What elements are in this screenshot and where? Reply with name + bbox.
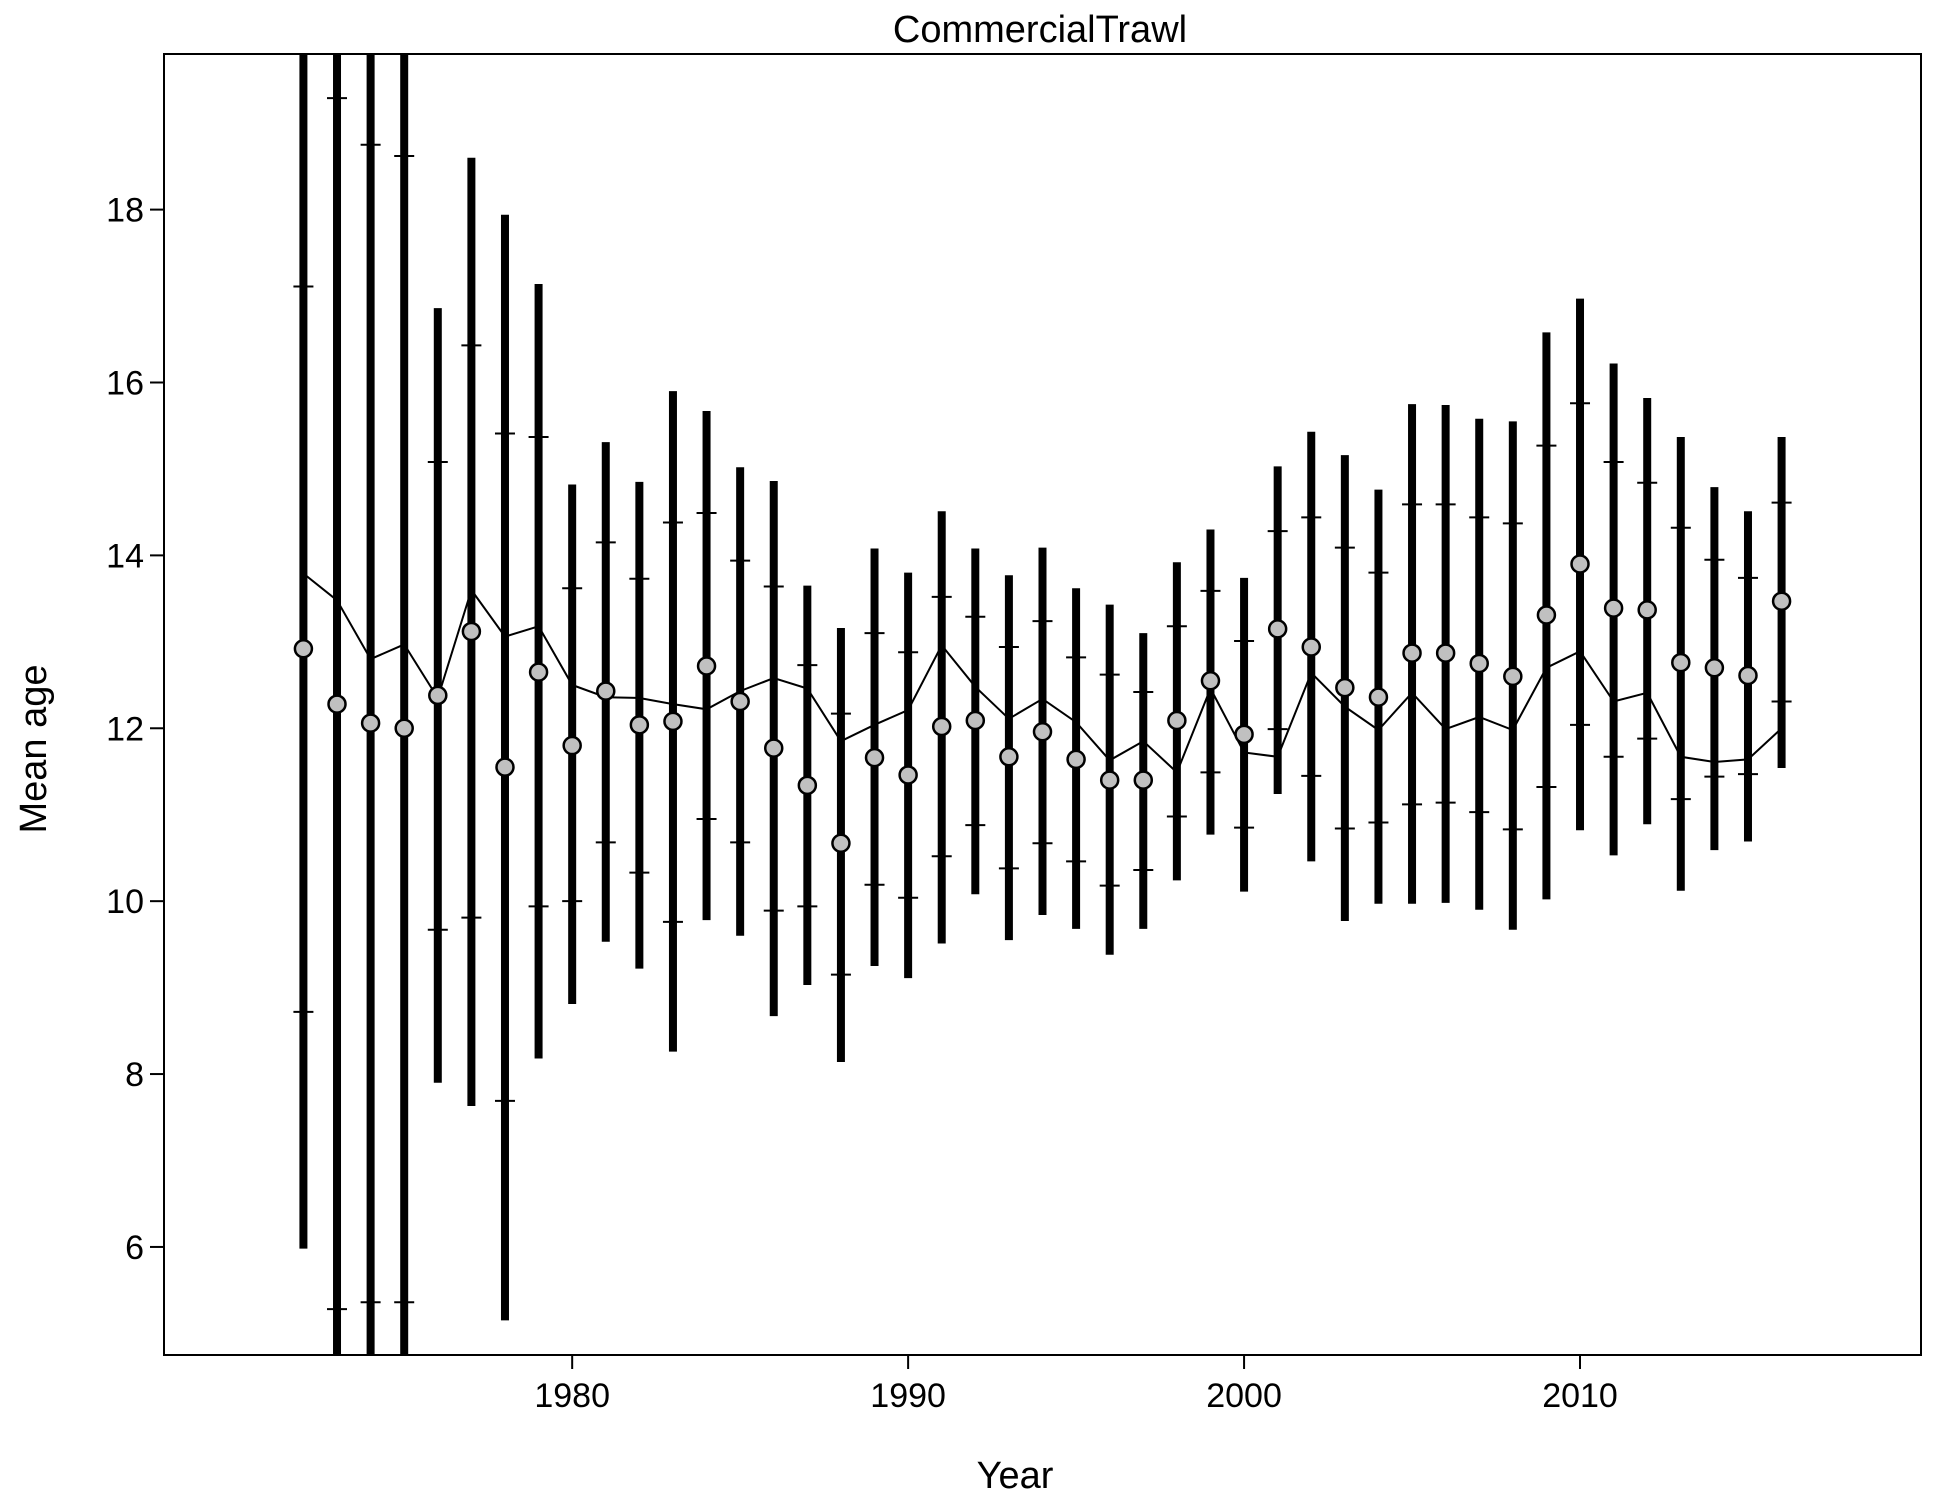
observed-point bbox=[696, 656, 717, 676]
observed-point bbox=[1435, 643, 1456, 663]
observed-point bbox=[293, 638, 314, 659]
observed-point bbox=[1066, 749, 1086, 770]
observed-point bbox=[1368, 687, 1389, 707]
chart-title: CommercialTrawl bbox=[893, 9, 1187, 51]
observed-point bbox=[596, 681, 616, 701]
observed-point bbox=[428, 685, 448, 706]
x-tick-label: 1990 bbox=[870, 1377, 946, 1415]
y-tick-label: 18 bbox=[106, 192, 144, 230]
observed-point bbox=[730, 691, 750, 712]
observed-point bbox=[1267, 619, 1288, 639]
observed-point bbox=[1536, 605, 1557, 625]
y-tick-label: 14 bbox=[106, 537, 144, 575]
observed-point bbox=[394, 718, 414, 739]
observed-point bbox=[999, 747, 1019, 767]
observed-point bbox=[1738, 665, 1758, 686]
observed-point bbox=[1335, 677, 1355, 698]
observed-point bbox=[1402, 643, 1422, 663]
observed-point bbox=[1167, 710, 1187, 731]
y-axis-label: Mean age bbox=[13, 664, 55, 833]
plot-area bbox=[293, 54, 1792, 1355]
observed-point bbox=[1704, 658, 1725, 678]
x-tick-label: 2010 bbox=[1542, 1377, 1618, 1415]
y-tick-label: 10 bbox=[106, 883, 144, 921]
observed-point bbox=[495, 757, 515, 777]
expected-line bbox=[302, 572, 1783, 775]
observed-point bbox=[965, 710, 986, 731]
observed-point bbox=[898, 765, 918, 785]
observed-point bbox=[1771, 591, 1792, 611]
x-tick-label: 1980 bbox=[534, 1377, 610, 1415]
plot-frame bbox=[163, 53, 1922, 1356]
observed-point bbox=[1099, 770, 1120, 790]
x-axis-label: Year bbox=[977, 1455, 1054, 1497]
x-tick-label: 2000 bbox=[1206, 1377, 1282, 1415]
observed-point bbox=[1234, 724, 1254, 745]
observed-point bbox=[831, 833, 851, 853]
y-tick-label: 16 bbox=[106, 364, 144, 402]
observed-point bbox=[360, 713, 381, 733]
observed-point bbox=[1671, 652, 1691, 673]
observed-point bbox=[1637, 600, 1657, 620]
observed-point bbox=[1200, 670, 1221, 691]
y-tick-label: 6 bbox=[125, 1229, 144, 1267]
y-tick-label: 12 bbox=[106, 710, 144, 748]
observed-point bbox=[327, 694, 347, 714]
x-axis: 1980 1990 2000 2010 bbox=[534, 1355, 1618, 1415]
y-axis: 6 8 10 12 14 16 18 bbox=[106, 192, 164, 1267]
observed-point bbox=[1503, 666, 1523, 687]
observed-point bbox=[1133, 770, 1154, 790]
observed-point bbox=[1469, 653, 1489, 674]
observed-point bbox=[528, 662, 549, 682]
observed-point bbox=[562, 735, 582, 756]
observed-point bbox=[1032, 721, 1053, 742]
observed-point bbox=[1301, 637, 1322, 657]
observed-point bbox=[461, 621, 482, 642]
observed-point bbox=[797, 775, 818, 796]
y-tick-label: 8 bbox=[125, 1056, 144, 1094]
observed-point bbox=[931, 716, 952, 737]
observed-point bbox=[763, 738, 784, 758]
observed-point bbox=[864, 747, 885, 768]
observed-point bbox=[1603, 598, 1624, 618]
observed-point bbox=[629, 715, 650, 735]
observed-point bbox=[1570, 554, 1590, 574]
observed-point bbox=[663, 711, 683, 732]
